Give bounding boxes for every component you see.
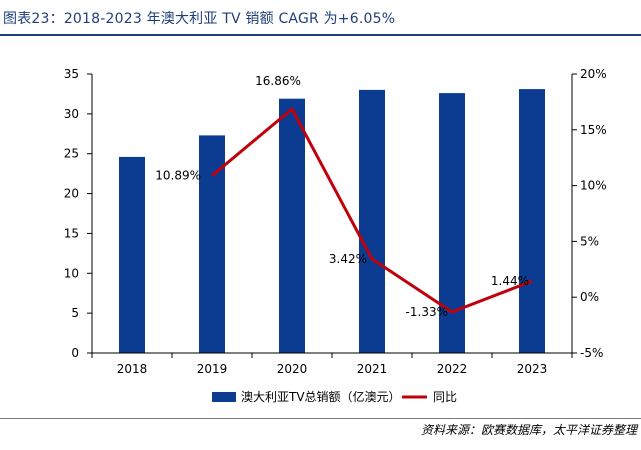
line-layer [211, 107, 533, 314]
right-tick-label: 5% [580, 234, 599, 248]
x-tick-label-2020: 2020 [277, 362, 308, 376]
data-label-2021: 3.42% [329, 252, 367, 266]
data-label-2020: 16.86% [255, 74, 301, 88]
left-tick-label: 5 [71, 306, 79, 320]
left-tick-label: 20 [64, 187, 79, 201]
footer-divider [0, 418, 641, 419]
x-tick-label-2022: 2022 [437, 362, 468, 376]
data-label-2022: -1.33% [406, 305, 448, 319]
legend-line-label: 同比 [433, 390, 457, 404]
bar-2020 [279, 98, 305, 353]
x-tick-label-2023: 2023 [517, 362, 548, 376]
title-divider [0, 34, 641, 36]
bar-2018 [119, 156, 145, 353]
bar-2021 [359, 89, 385, 354]
x-tick-label-2021: 2021 [357, 362, 388, 376]
legend-bar-swatch [212, 392, 236, 402]
chart-title: 图表23：2018-2023 年澳大利亚 TV 销额 CAGR 为+6.05% [3, 11, 396, 27]
bar-2019 [199, 135, 225, 353]
legend-layer: 澳大利亚TV总销额（亿澳元） 同比 [212, 389, 457, 404]
left-tick-label: 0 [71, 346, 79, 360]
bar-2023 [519, 89, 545, 353]
left-tick-label: 10 [64, 266, 79, 280]
right-tick-label: 15% [580, 123, 607, 137]
right-tick-label: -5% [580, 346, 603, 360]
data-label-2023: 1.44% [491, 274, 529, 288]
left-tick-label: 35 [64, 67, 79, 81]
right-tick-label: 20% [580, 67, 607, 81]
legend-bar-label: 澳大利亚TV总销额（亿澳元） [241, 389, 401, 404]
right-tick-label: 0% [580, 290, 599, 304]
right-tick-label: 10% [580, 179, 607, 193]
left-tick-label: 25 [64, 147, 79, 161]
axes-layer: 0 5 10 15 20 25 30 35 -5% 0% 5% 10% 15% 20% 2018 2019 20… [64, 67, 607, 376]
x-tick-label-2019: 2019 [197, 362, 228, 376]
x-tick-label-2018: 2018 [117, 362, 148, 376]
yoy-line [211, 107, 533, 314]
left-tick-label: 15 [64, 226, 79, 240]
source-note: 资料来源：欧赛数据库，太平洋证券整理 [420, 423, 637, 437]
data-label-2019: 10.89% [155, 169, 201, 183]
bars-layer [119, 89, 545, 354]
labels-layer: 10.89% 16.86% 3.42% -1.33% 1.44% [155, 74, 529, 319]
left-tick-label: 30 [64, 107, 79, 121]
